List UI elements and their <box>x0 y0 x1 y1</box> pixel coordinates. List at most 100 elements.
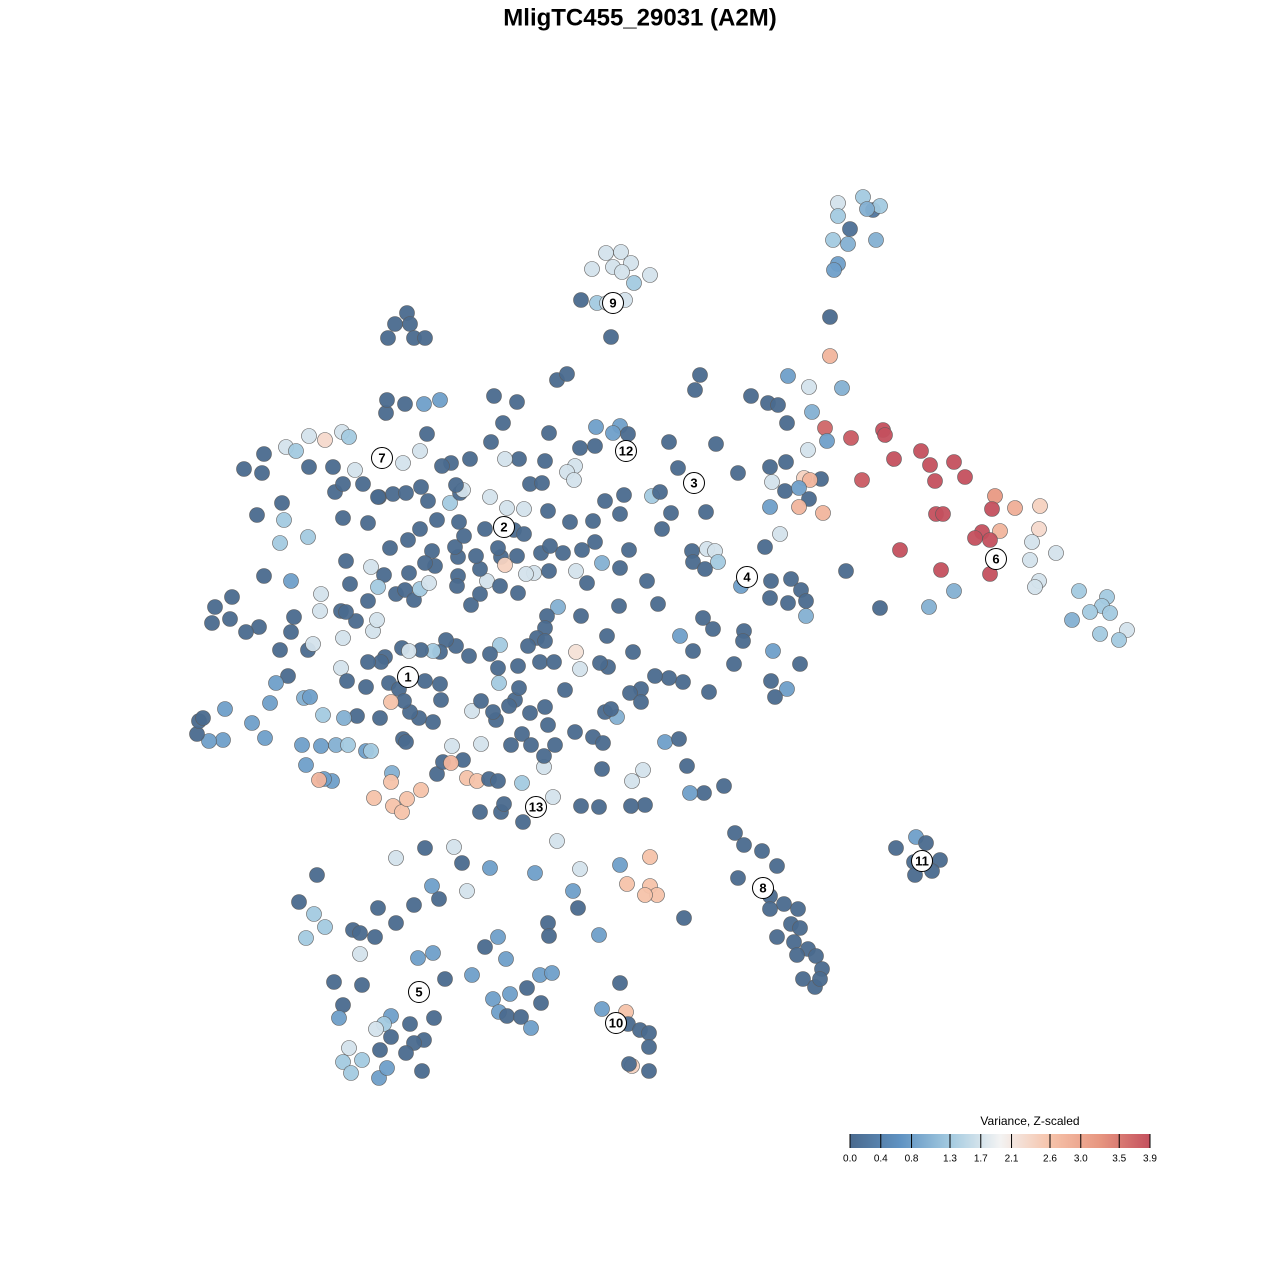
point <box>490 929 506 945</box>
point <box>705 621 721 637</box>
point <box>838 563 854 579</box>
point <box>305 636 321 652</box>
point <box>244 715 260 731</box>
point <box>1071 583 1087 599</box>
cluster-label: 2 <box>500 519 507 534</box>
point <box>685 554 701 570</box>
cluster-marker <box>683 472 705 494</box>
point <box>1032 498 1048 514</box>
point <box>657 734 673 750</box>
point <box>388 850 404 866</box>
point <box>491 675 507 691</box>
point <box>442 495 458 511</box>
point <box>483 434 499 450</box>
point <box>294 737 310 753</box>
point <box>612 857 628 873</box>
point <box>967 530 983 546</box>
point <box>276 512 292 528</box>
point <box>987 488 1003 504</box>
point <box>812 971 828 987</box>
point <box>537 453 553 469</box>
point <box>414 1063 430 1079</box>
point <box>779 415 795 431</box>
colorbar-title: Variance, Z-scaled <box>980 1114 1079 1128</box>
point <box>432 392 448 408</box>
point <box>379 1060 395 1076</box>
point <box>536 748 552 764</box>
point <box>383 774 399 790</box>
point <box>354 1052 370 1068</box>
point <box>592 655 608 671</box>
point <box>311 772 327 788</box>
point <box>257 730 273 746</box>
point <box>215 732 231 748</box>
point <box>591 799 607 815</box>
point <box>801 379 817 395</box>
point <box>762 499 778 515</box>
point <box>795 971 811 987</box>
point <box>352 925 368 941</box>
point <box>424 543 440 559</box>
point <box>537 699 553 715</box>
point <box>598 245 614 261</box>
point <box>413 479 429 495</box>
point <box>603 329 619 345</box>
colorbar-tick-label: 3.0 <box>1074 1154 1088 1165</box>
point <box>421 575 437 591</box>
point <box>1048 545 1064 561</box>
point <box>397 396 413 412</box>
point <box>477 521 493 537</box>
point <box>335 476 351 492</box>
point <box>283 573 299 589</box>
point <box>791 499 807 515</box>
point <box>424 878 440 894</box>
point <box>335 997 351 1013</box>
point <box>446 839 462 855</box>
point <box>433 692 449 708</box>
point <box>1102 605 1118 621</box>
point <box>559 366 575 382</box>
point <box>420 493 436 509</box>
point <box>859 201 875 217</box>
point <box>791 480 807 496</box>
point <box>417 673 433 689</box>
point <box>710 554 726 570</box>
point <box>419 426 435 442</box>
cluster-marker <box>736 566 758 588</box>
point <box>767 689 783 705</box>
point <box>1082 604 1098 620</box>
point <box>672 628 688 644</box>
point <box>338 553 354 569</box>
point <box>537 633 553 649</box>
point <box>360 515 376 531</box>
point <box>921 599 937 615</box>
point <box>410 950 426 966</box>
point <box>957 469 973 485</box>
colorbar-tick-label: 2.6 <box>1043 1154 1057 1165</box>
point <box>426 1010 442 1026</box>
point <box>325 459 341 475</box>
point <box>815 505 831 521</box>
point <box>396 693 412 709</box>
cluster-label: 7 <box>378 450 385 465</box>
point <box>612 975 628 991</box>
cluster-marker <box>408 981 430 1003</box>
point <box>472 561 488 577</box>
point <box>798 608 814 624</box>
point <box>534 475 550 491</box>
cluster-label: 4 <box>743 569 751 584</box>
colorbar-tick-label: 1.7 <box>974 1154 988 1165</box>
point <box>566 472 582 488</box>
point <box>383 1029 399 1045</box>
chart-title: MligTC455_29031 (A2M) <box>503 4 776 31</box>
point <box>765 643 781 659</box>
point <box>572 861 588 877</box>
point <box>652 484 668 500</box>
point <box>519 980 535 996</box>
point <box>300 529 316 545</box>
point <box>288 443 304 459</box>
point <box>399 791 415 807</box>
point <box>550 599 566 615</box>
point <box>298 930 314 946</box>
